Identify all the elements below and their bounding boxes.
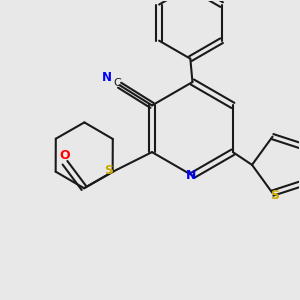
Text: S: S xyxy=(104,164,113,177)
Text: C: C xyxy=(114,78,121,88)
Text: N: N xyxy=(102,71,112,84)
Text: S: S xyxy=(270,189,279,202)
Text: N: N xyxy=(186,169,197,182)
Text: O: O xyxy=(60,149,70,162)
